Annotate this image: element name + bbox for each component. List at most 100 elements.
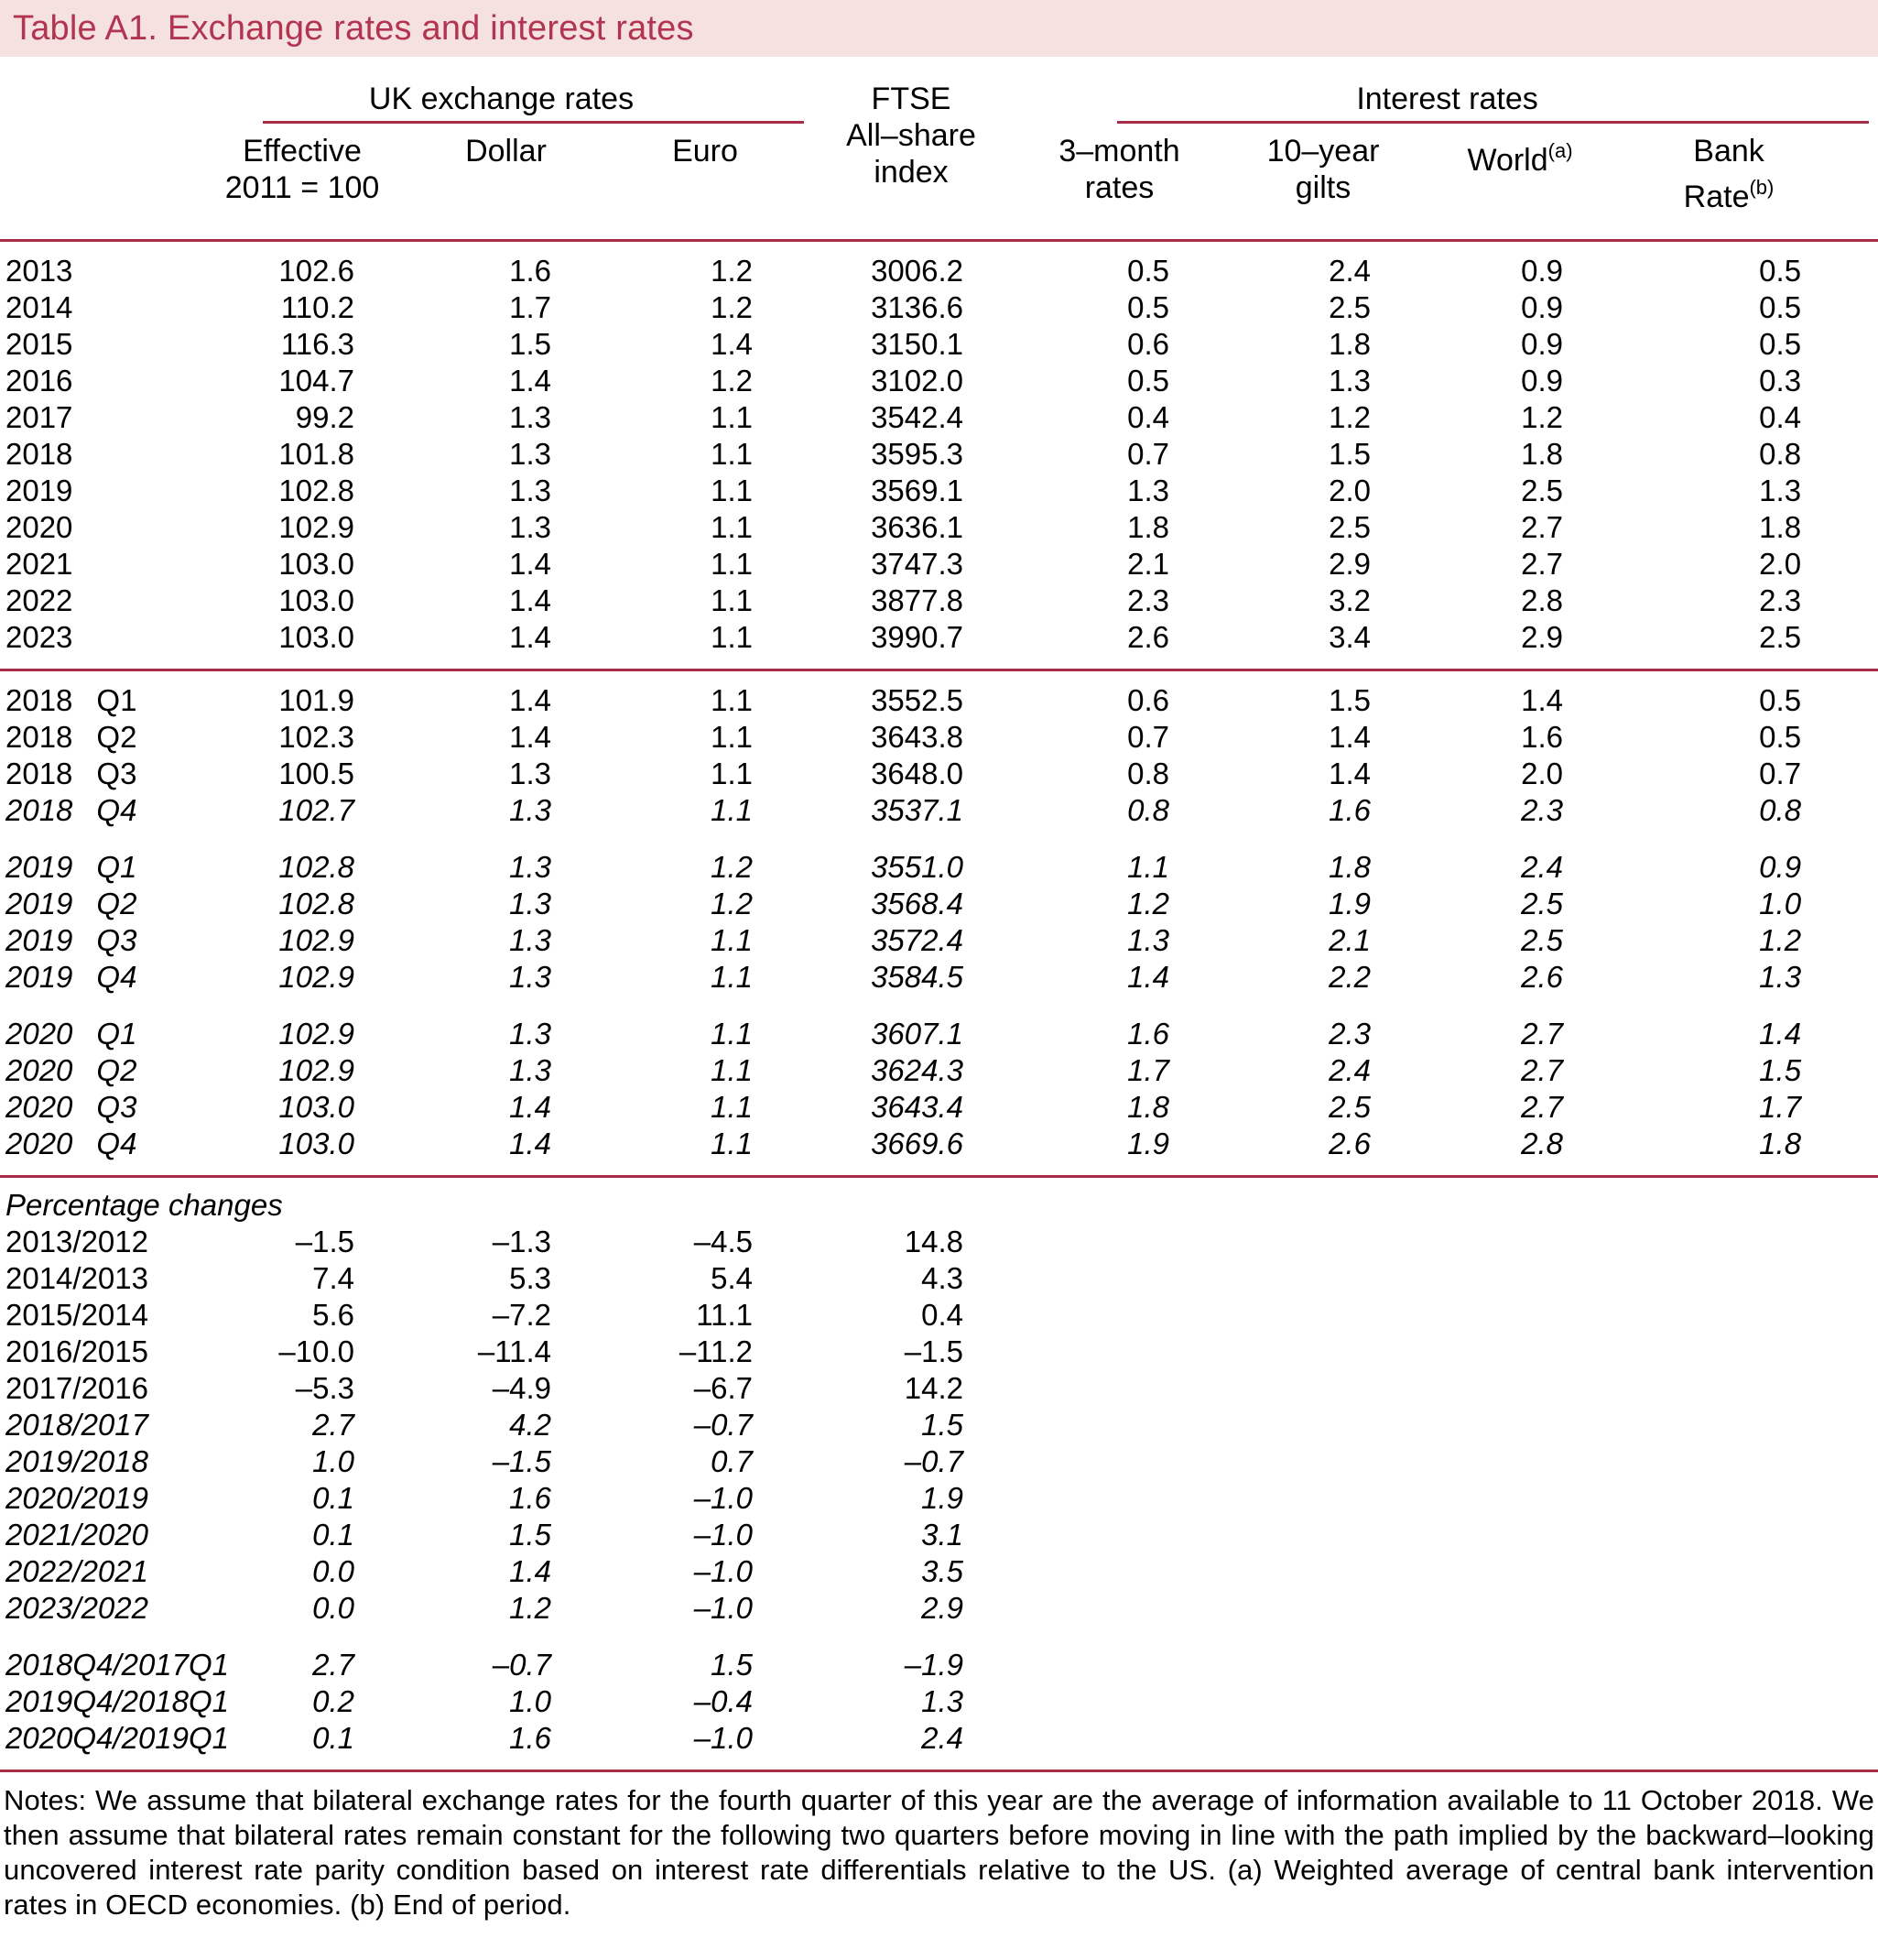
value-cell: 0.6: [1127, 327, 1169, 361]
period-label: 2021/2020: [5, 1518, 148, 1552]
value-cell: 3990.7: [871, 620, 963, 654]
period-label: 2018/2017: [5, 1408, 148, 1442]
value-cell: 1.2: [509, 1591, 551, 1625]
value-cell: 1.4: [1329, 757, 1371, 790]
value-cell: 1.9: [1127, 1127, 1169, 1160]
empty-cell: [1616, 1480, 1878, 1517]
table-row: 2021 103.0 1.4 1.1 3747.3 2.1 2.9 2.7 2.0: [0, 546, 1878, 583]
value-cell: –1.5: [492, 1444, 551, 1478]
quarter-year: 2020: [5, 1127, 73, 1160]
uk-exchange-rates-label: UK exchange rates: [368, 82, 635, 116]
period-label: 2017/2016: [5, 1371, 148, 1405]
value-cell: 0.8: [1127, 793, 1169, 827]
value-cell: 0.7: [1759, 757, 1802, 790]
value-cell: 11.1: [696, 1298, 753, 1332]
empty-cell: [1016, 1370, 1222, 1407]
empty-cell: [1222, 1517, 1424, 1553]
value-cell: 1.4: [1127, 960, 1169, 994]
table-row: 2017 99.2 1.3 1.1 3542.4 0.4 1.2 1.2 0.4: [0, 399, 1878, 436]
value-cell: 0.4: [921, 1298, 963, 1332]
value-cell: 1.5: [711, 1648, 753, 1682]
table-row: 2020 Q1 102.9 1.3 1.1 3607.1 1.6 2.3 2.7 1.4: [0, 996, 1878, 1052]
value-cell: 0.5: [1759, 290, 1802, 324]
quarter-number: Q1: [96, 850, 137, 884]
value-cell: 0.5: [1127, 290, 1169, 324]
value-cell: 3551.0: [871, 850, 963, 884]
value-cell: 2.7: [1521, 1017, 1563, 1051]
period-label: 2013/2012: [5, 1225, 148, 1258]
column-header-dollar: Dollar: [465, 134, 547, 169]
value-cell: 3.5: [921, 1554, 963, 1588]
empty-cell: [1222, 1627, 1424, 1683]
table-row: 2018 Q4 102.7 1.3 1.1 3537.1 0.8 1.6 2.3 0.8: [0, 792, 1878, 829]
period-label: 2020 Q2: [0, 1052, 197, 1089]
period-label: 2018Q4/2017Q1: [5, 1648, 230, 1682]
table-row: 2022/2021 0.0 1.4 –1.0 3.5: [0, 1553, 1878, 1590]
quarter-number: Q1: [96, 1017, 137, 1051]
quarter-number: Q2: [96, 887, 137, 920]
quarter-number: Q2: [96, 1053, 137, 1087]
quarter-number: Q1: [96, 683, 137, 717]
value-cell: 2.4: [1329, 254, 1371, 288]
value-cell: 1.5: [1329, 683, 1371, 717]
quarter-number: Q4: [96, 960, 137, 994]
table-title-bar: Table A1. Exchange rates and interest ra…: [0, 0, 1878, 57]
period-label: 2020Q4/2019Q1: [5, 1721, 230, 1755]
empty-cell: [1424, 1334, 1616, 1370]
value-cell: 102.7: [278, 793, 354, 827]
value-cell: 1.2: [1759, 923, 1802, 957]
value-cell: 0.5: [1759, 683, 1802, 717]
table-row: 2020Q4/2019Q1 0.1 1.6 –1.0 2.4: [0, 1720, 1878, 1771]
period-label: 2023/2022: [5, 1591, 148, 1625]
quarter-year: 2020: [5, 1090, 73, 1124]
value-cell: 1.4: [509, 1127, 551, 1160]
table-row: 2020 Q2 102.9 1.3 1.1 3624.3 1.7 2.4 2.7 1.5: [0, 1052, 1878, 1089]
period-label: 2014: [5, 290, 73, 324]
value-cell: 2.3: [1329, 1017, 1371, 1051]
value-cell: 101.8: [278, 437, 354, 471]
value-cell: 2.2: [1329, 960, 1371, 994]
value-cell: 3.1: [921, 1518, 963, 1552]
value-cell: –1.0: [693, 1481, 753, 1515]
value-cell: 1.8: [1759, 510, 1802, 544]
value-cell: 1.2: [1521, 400, 1563, 434]
value-cell: –1.0: [693, 1591, 753, 1625]
empty-cell: [1222, 1260, 1424, 1297]
period-label: 2019 Q4: [0, 959, 197, 996]
value-cell: 1.0: [312, 1444, 354, 1478]
ftse-line1: FTSE: [871, 82, 951, 116]
table-row: 2015/2014 5.6 –7.2 11.1 0.4: [0, 1297, 1878, 1334]
bank-line1: Bank: [1693, 134, 1764, 169]
period-label: 2018: [5, 437, 73, 471]
value-cell: 104.7: [278, 364, 354, 397]
value-cell: 1.1: [711, 583, 753, 617]
empty-cell: [1016, 1297, 1222, 1334]
period-label: 2020 Q1: [0, 996, 197, 1052]
empty-cell: [1016, 1683, 1222, 1720]
value-cell: 3150.1: [871, 327, 963, 361]
table-row: 2018Q4/2017Q1 2.7 –0.7 1.5 –1.9: [0, 1627, 1878, 1683]
quarter-year: 2019: [5, 850, 73, 884]
value-cell: 3568.4: [871, 887, 963, 920]
value-cell: 1.2: [711, 290, 753, 324]
empty-cell: [1616, 1334, 1878, 1370]
value-cell: 0.9: [1759, 850, 1802, 884]
value-cell: 102.8: [278, 887, 354, 920]
value-cell: 2.1: [1127, 547, 1169, 581]
empty-cell: [1424, 1683, 1616, 1720]
bank-line2: Rate: [1683, 180, 1750, 214]
empty-cell: [1616, 1370, 1878, 1407]
value-cell: 1.4: [509, 583, 551, 617]
value-cell: 1.3: [509, 960, 551, 994]
bank-footnote-marker: (b): [1749, 176, 1775, 199]
table-header: UK exchange rates FTSE All–share index I…: [0, 57, 1878, 241]
empty-cell: [1424, 1407, 1616, 1443]
value-cell: 1.7: [1127, 1053, 1169, 1087]
period-label: 2019 Q1: [0, 829, 197, 886]
period-label: 2018 Q2: [0, 719, 197, 756]
value-cell: –0.7: [693, 1408, 753, 1442]
value-cell: 0.0: [312, 1591, 354, 1625]
value-cell: 1.7: [1759, 1090, 1802, 1124]
period-label: 2022/2021: [5, 1554, 148, 1588]
value-cell: 14.2: [904, 1371, 963, 1405]
